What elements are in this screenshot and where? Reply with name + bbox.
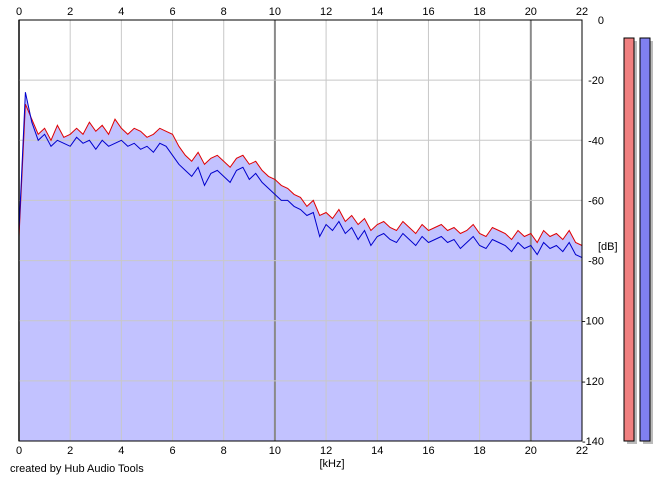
y-tick-label: -60	[588, 195, 604, 207]
spectrum-fill	[19, 92, 582, 441]
x-tick-label-top: 2	[67, 6, 73, 18]
x-tick-label-bottom: 0	[16, 445, 22, 457]
level-meter-right	[639, 37, 651, 442]
top-x-axis: 0 2 4 6 8 10 12 14 16 18 20 22	[16, 6, 588, 18]
x-tick-label-bottom: 10	[269, 445, 281, 457]
level-meter-left	[623, 37, 635, 442]
x-tick-label-top: 18	[474, 6, 486, 18]
x-tick-label-top: 14	[371, 6, 383, 18]
y-tick-label: -40	[588, 135, 604, 147]
y-tick-label: -80	[588, 256, 604, 268]
plot-frame	[18, 19, 583, 442]
x-tick-label-top: 4	[118, 6, 124, 18]
x-tick-label-top: 12	[320, 6, 332, 18]
y-tick-label: -100	[582, 316, 604, 328]
series-lines	[18, 92, 583, 259]
x-tick-label-top: 8	[221, 6, 227, 18]
x-tick-label-bottom: 14	[371, 445, 383, 457]
series-line-2	[18, 92, 583, 259]
x-tick-label-bottom: 18	[474, 445, 486, 457]
y-axis-label: [dB]	[598, 241, 618, 253]
credit-text: created by Hub Audio Tools	[10, 463, 144, 475]
right-y-axis: 0 -20 -40 -60 -80 -100 -120 -140	[582, 15, 604, 448]
x-tick-label-top: 6	[169, 6, 175, 18]
x-axis-label: [kHz]	[319, 458, 344, 470]
x-tick-label-bottom: 6	[169, 445, 175, 457]
y-tick-label: -140	[582, 436, 604, 448]
x-tick-label-bottom: 2	[67, 445, 73, 457]
y-tick-label: -120	[582, 376, 604, 388]
level-meters	[623, 37, 653, 444]
x-tick-label-bottom: 4	[118, 445, 124, 457]
x-tick-label-bottom: 20	[525, 445, 537, 457]
series-line-1	[18, 104, 583, 246]
x-tick-label-bottom: 22	[576, 445, 588, 457]
x-tick-label-bottom: 12	[320, 445, 332, 457]
bottom-x-axis: 0 2 4 6 8 10 12 14 16 18 20 22	[16, 445, 588, 457]
x-tick-label-top: 20	[525, 6, 537, 18]
x-tick-label-top: 0	[16, 6, 22, 18]
x-tick-label-bottom: 16	[422, 445, 434, 457]
x-tick-label-top: 22	[576, 6, 588, 18]
x-tick-label-bottom: 8	[221, 445, 227, 457]
y-tick-label: -20	[588, 75, 604, 87]
x-tick-label-top: 10	[269, 6, 281, 18]
x-tick-label-top: 16	[422, 6, 434, 18]
y-tick-label: 0	[598, 15, 604, 27]
